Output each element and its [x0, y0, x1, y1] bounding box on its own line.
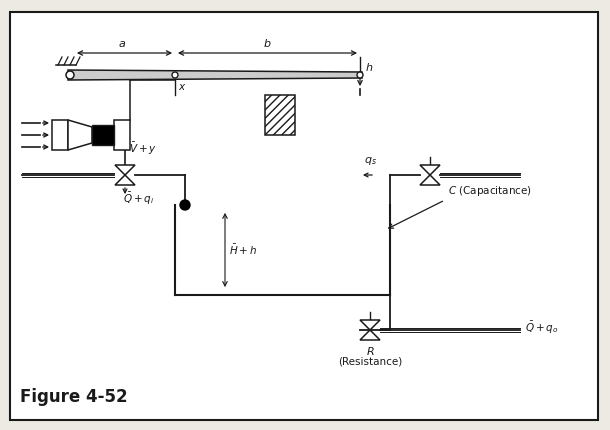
Text: $b$: $b$	[264, 37, 272, 49]
Circle shape	[172, 72, 178, 78]
Text: $h$: $h$	[365, 61, 373, 73]
Text: $\bar{Q}+q_i$: $\bar{Q}+q_i$	[123, 191, 154, 207]
Bar	[52, 120, 68, 150]
Circle shape	[180, 200, 190, 210]
Circle shape	[357, 72, 363, 78]
Text: $C$ (Capacitance): $C$ (Capacitance)	[448, 184, 532, 198]
Polygon shape	[68, 70, 362, 80]
Text: $\bar{V}+y$: $\bar{V}+y$	[129, 141, 157, 157]
Circle shape	[66, 71, 74, 79]
Polygon shape	[68, 120, 92, 150]
Text: $\bar{Q}+q_o$: $\bar{Q}+q_o$	[525, 320, 559, 336]
Text: $q_s$: $q_s$	[364, 155, 376, 167]
Text: $a$: $a$	[118, 39, 126, 49]
Text: $R$: $R$	[365, 345, 375, 357]
Text: (Resistance): (Resistance)	[338, 356, 402, 366]
Text: Figure 4-52: Figure 4-52	[20, 388, 127, 406]
Polygon shape	[360, 320, 380, 340]
Bar	[265, 95, 295, 135]
Polygon shape	[115, 165, 135, 185]
Bar	[114, 120, 130, 150]
Text: $\bar{H}+h$: $\bar{H}+h$	[229, 243, 257, 257]
Text: $x$: $x$	[178, 82, 187, 92]
Bar	[92, 125, 114, 145]
Polygon shape	[420, 165, 440, 185]
